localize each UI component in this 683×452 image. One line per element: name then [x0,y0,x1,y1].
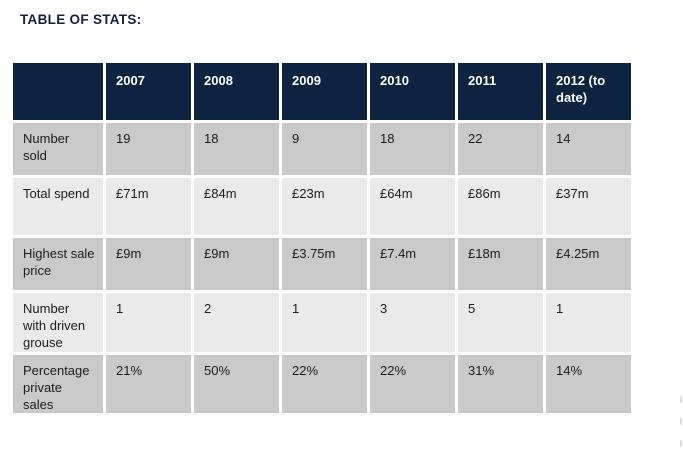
column-header: 2010 [370,63,455,120]
row-label: Total spend [13,178,103,235]
column-header: 2012 (to date) [546,63,631,120]
table-cell: 1 [282,293,367,352]
table-cell: 5 [458,293,543,352]
column-header: 2009 [282,63,367,120]
table-cell: £18m [458,238,543,290]
table-head: 2007 2008 2009 2010 2011 2012 (to date) [13,63,631,120]
column-header: 2007 [106,63,191,120]
table-cell: 22 [458,123,543,175]
stats-table: 2007 2008 2009 2010 2011 2012 (to date) Numbe… [10,60,634,416]
table-cell: 18 [370,123,455,175]
table-cell: 31% [458,355,543,413]
table-cell: £84m [194,178,279,235]
row-label: Number with driven grouse [13,293,103,352]
table-cell: 21% [106,355,191,413]
table-cell: 18 [194,123,279,175]
table-cell: £7.4m [370,238,455,290]
table-cell: 9 [282,123,367,175]
corner-cell [13,63,103,120]
table-cell: £9m [106,238,191,290]
table-cell: 19 [106,123,191,175]
table-cell: 22% [282,355,367,413]
table-body: Number sold 19 18 9 18 22 14 Total spend £71m £84… [13,123,631,413]
table-cell: 14% [546,355,631,413]
row-label: Highest sale price [13,238,103,290]
edge-artifact-mark [680,418,682,425]
column-header: 2011 [458,63,543,120]
edge-artifact-mark [680,396,682,403]
table-cell: 1 [546,293,631,352]
edge-artifact-mark [680,440,682,447]
table-cell: £71m [106,178,191,235]
row-label: Number sold [13,123,103,175]
table-cell: £23m [282,178,367,235]
table-cell: 1 [106,293,191,352]
table-row: Highest sale price £9m £9m £3.75m £7.4m £18m £… [13,238,631,290]
table-cell: £86m [458,178,543,235]
table-cell: 14 [546,123,631,175]
table-cell: 22% [370,355,455,413]
table-cell: 2 [194,293,279,352]
header-row: 2007 2008 2009 2010 2011 2012 (to date) [13,63,631,120]
table-cell: £9m [194,238,279,290]
row-label: Percentage private sales [13,355,103,413]
table-row: Number sold 19 18 9 18 22 14 [13,123,631,175]
table-cell: £4.25m [546,238,631,290]
column-header: 2008 [194,63,279,120]
table-cell: 50% [194,355,279,413]
table-row: Total spend £71m £84m £23m £64m £86m £37m [13,178,631,235]
table-cell: £3.75m [282,238,367,290]
page-title: TABLE OF STATS: [20,12,142,27]
table-cell: £37m [546,178,631,235]
table-cell: £64m [370,178,455,235]
table-row: Number with driven grouse 1 2 1 3 5 1 [13,293,631,352]
table-row: Percentage private sales 21% 50% 22% 22% 31% 1… [13,355,631,413]
table-cell: 3 [370,293,455,352]
